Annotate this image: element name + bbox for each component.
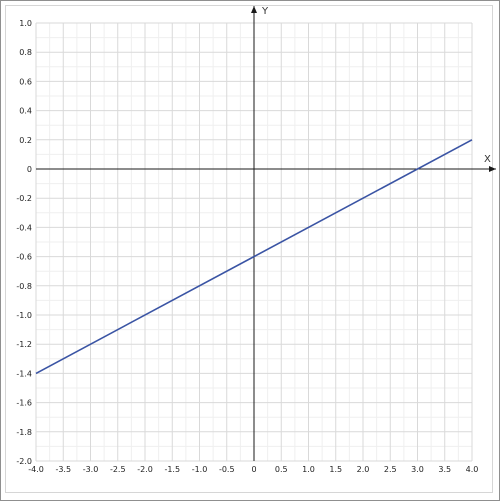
y-tick-label: -0.8 <box>16 282 32 291</box>
y-tick-label: 0.2 <box>19 136 32 145</box>
x-tick-labels: -4.0 -3.5 -3.0 -2.5 -2.0 -1.5 -1.0 -0.5 0 0.5 1.0 1… <box>28 465 478 474</box>
x-tick-label: -1.5 <box>164 465 180 474</box>
y-axis-label: Y <box>261 6 269 17</box>
series-group <box>35 139 473 375</box>
axes: X Y <box>36 6 496 461</box>
x-tick-label: 0.5 <box>275 465 288 474</box>
y-tick-label: -0.4 <box>16 223 32 232</box>
x-tick-label: 0 <box>251 465 256 474</box>
x-tick-label: 3.5 <box>438 465 451 474</box>
x-tick-label: -3.5 <box>55 465 71 474</box>
y-tick-label: 0.8 <box>19 48 32 57</box>
y-tick-label: -1.4 <box>16 369 32 378</box>
x-axis-label: X <box>484 154 491 165</box>
y-tick-label: -1.2 <box>16 340 32 349</box>
x-tick-label: -4.0 <box>28 465 44 474</box>
y-tick-label: -0.2 <box>16 194 32 203</box>
x-axis-arrow <box>489 166 496 172</box>
x-tick-label: 1.0 <box>302 465 315 474</box>
y-tick-label: -1.6 <box>16 399 32 408</box>
x-tick-label: -0.5 <box>219 465 235 474</box>
x-tick-label: 2.5 <box>384 465 397 474</box>
y-tick-label: 0.4 <box>19 107 32 116</box>
x-tick-label: -2.5 <box>110 465 126 474</box>
y-tick-labels: 1.0 0.8 0.6 0.4 0.2 0 -0.2 -0.4 -0.6 -0.8 -1.0 -1.2… <box>16 19 32 466</box>
y-tick-label: -1.0 <box>16 311 32 320</box>
y-tick-label: 1.0 <box>19 19 32 28</box>
y-tick-label: -0.6 <box>16 253 32 262</box>
x-tick-label: -3.0 <box>83 465 99 474</box>
x-tick-label: -1.0 <box>192 465 208 474</box>
grid-minor <box>36 23 472 461</box>
series-line <box>35 139 473 375</box>
y-tick-label: 0.6 <box>19 77 32 86</box>
x-tick-label: 4.0 <box>466 465 479 474</box>
chart-inner-border <box>5 5 493 493</box>
y-axis-arrow <box>251 6 257 13</box>
x-tick-label: -2.0 <box>137 465 153 474</box>
y-tick-label: -1.8 <box>16 428 32 437</box>
y-tick-label: 0 <box>27 165 32 174</box>
x-tick-label: 1.5 <box>329 465 342 474</box>
y-tick-label: -2.0 <box>16 457 32 466</box>
x-tick-label: 2.0 <box>357 465 370 474</box>
x-tick-label: 3.0 <box>411 465 424 474</box>
